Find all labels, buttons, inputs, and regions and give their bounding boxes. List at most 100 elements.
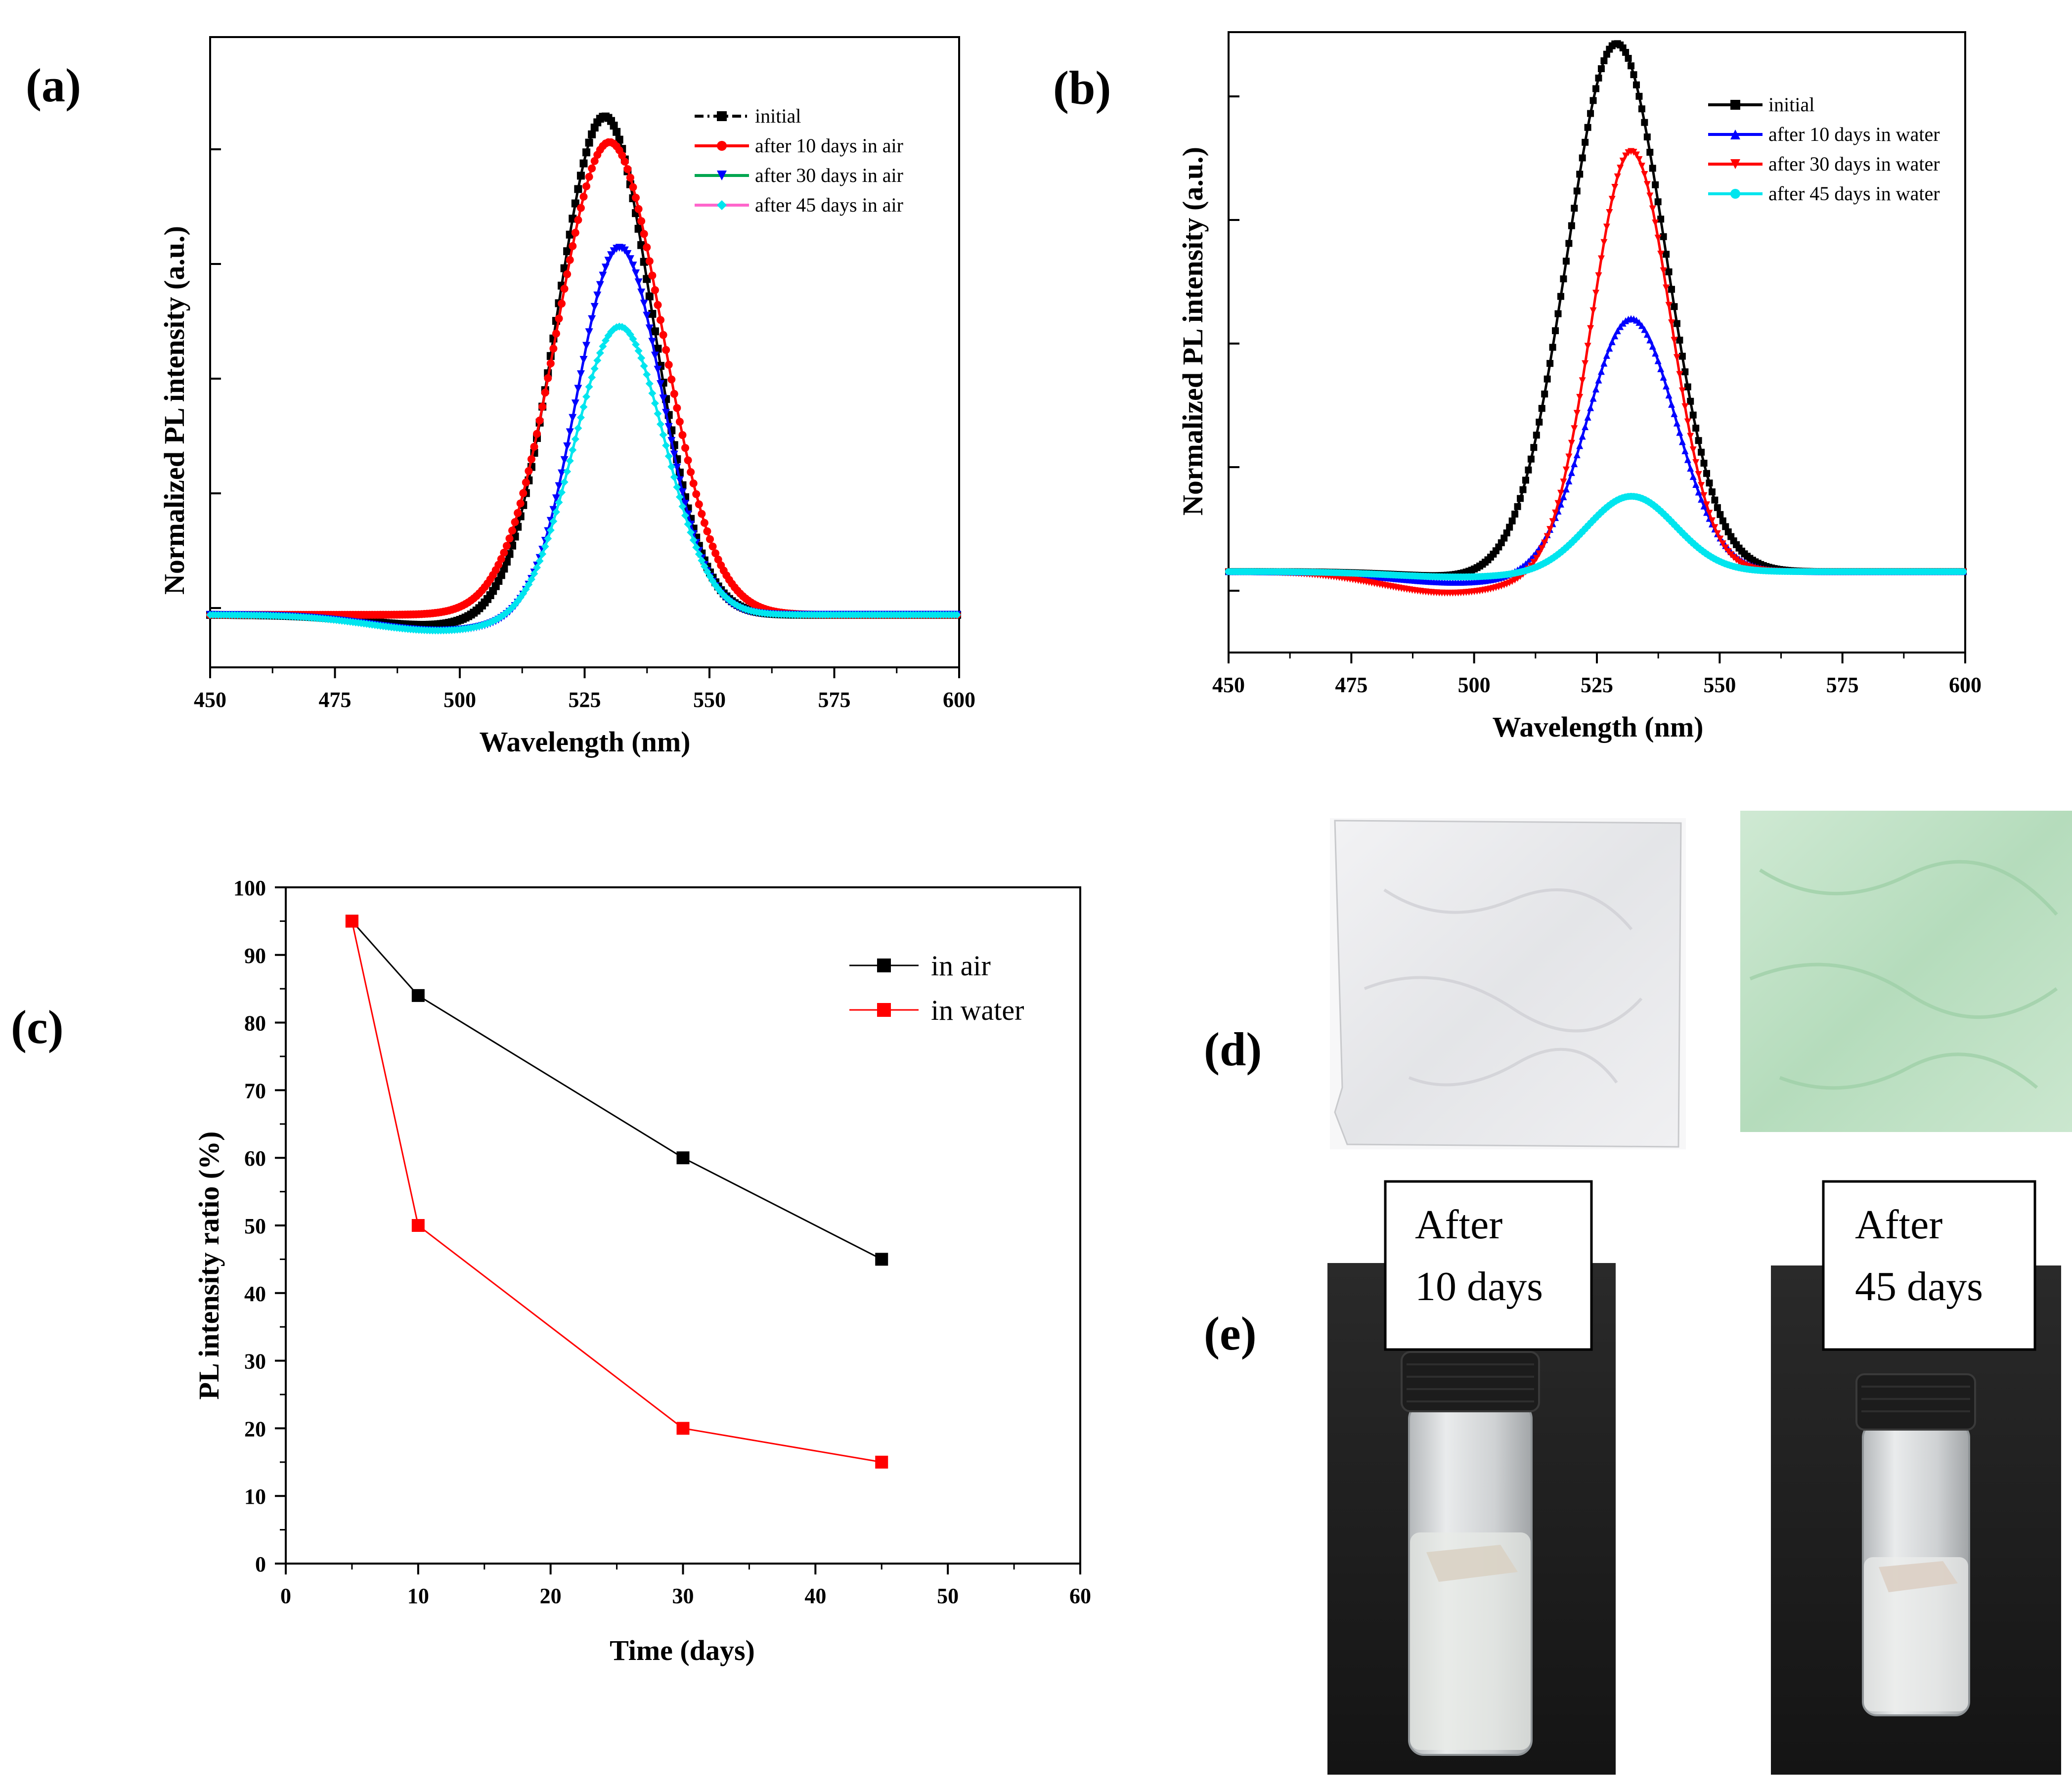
caption-box-right: After 45 days xyxy=(1822,1180,2036,1351)
y-tick-label: 100 xyxy=(233,876,266,900)
legend-marker xyxy=(717,111,727,121)
legend-label: in water xyxy=(931,994,1024,1026)
legend-label: after 10 days in water xyxy=(1768,123,1940,145)
series-1 xyxy=(1225,40,1967,579)
data-point xyxy=(579,356,588,364)
series-4 xyxy=(206,322,961,635)
data-point xyxy=(1676,371,1683,378)
data-point xyxy=(590,157,599,165)
data-point xyxy=(1668,400,1675,408)
data-point xyxy=(1695,471,1702,478)
x-tick-label: 500 xyxy=(1458,673,1491,697)
data-point xyxy=(1628,62,1635,70)
data-point xyxy=(637,354,646,362)
data-point xyxy=(1606,345,1613,352)
data-point xyxy=(698,510,706,518)
data-point xyxy=(1641,119,1648,126)
data-point xyxy=(519,489,528,497)
data-point xyxy=(692,543,701,552)
legend-label: after 30 days in water xyxy=(1768,153,1940,175)
data-point xyxy=(629,335,637,343)
data-point xyxy=(1582,423,1589,431)
legend-marker xyxy=(1730,189,1740,199)
data-point xyxy=(657,316,665,324)
data-point xyxy=(1668,319,1675,327)
data-point xyxy=(648,338,657,346)
data-point xyxy=(552,329,560,338)
x-tick-label: 20 xyxy=(540,1584,562,1608)
panel-a-xlabel: Wavelength (nm) xyxy=(480,726,691,758)
data-point xyxy=(579,159,588,168)
data-point xyxy=(558,488,566,497)
data-point xyxy=(1698,482,1705,489)
data-point xyxy=(673,464,681,472)
x-tick-label: 550 xyxy=(693,688,726,712)
data-point xyxy=(1503,529,1510,537)
data-point xyxy=(673,404,681,412)
data-point xyxy=(667,375,676,384)
data-point xyxy=(654,301,662,309)
panel-d-label: (d) xyxy=(1204,1023,1262,1076)
data-point xyxy=(1573,187,1581,195)
data-point xyxy=(610,122,618,130)
data-point xyxy=(1722,523,1729,530)
data-point xyxy=(1549,518,1556,525)
data-point xyxy=(1641,326,1648,333)
x-tick-label: 0 xyxy=(280,1584,291,1608)
data-point xyxy=(615,135,623,144)
data-point xyxy=(1671,410,1678,417)
data-point xyxy=(1708,488,1716,496)
data-point xyxy=(1657,365,1665,372)
data-point xyxy=(1665,268,1673,275)
data-point xyxy=(1638,163,1645,170)
data-point xyxy=(648,389,657,397)
data-point xyxy=(692,490,701,498)
data-point xyxy=(1606,209,1613,217)
data-point xyxy=(643,311,651,320)
x-tick-label: 600 xyxy=(1949,673,1982,697)
data-point xyxy=(1663,284,1670,292)
data-point xyxy=(1698,495,1705,503)
data-point xyxy=(549,517,558,525)
data-point xyxy=(1649,343,1656,350)
data-point xyxy=(1684,456,1691,463)
y-tick-label: 90 xyxy=(244,944,266,968)
data-point xyxy=(502,542,511,550)
data-point xyxy=(1700,502,1708,510)
data-point xyxy=(1538,545,1545,553)
data-point xyxy=(527,455,535,463)
data-point xyxy=(552,508,560,516)
data-point xyxy=(1663,251,1670,258)
data-point xyxy=(681,444,690,452)
legend-marker xyxy=(1730,159,1740,169)
data-point xyxy=(1646,149,1654,156)
panel-e: (e) After 10 days After 45 days xyxy=(1204,1180,2061,1775)
data-point xyxy=(1643,331,1651,338)
data-point xyxy=(560,285,569,293)
data-point xyxy=(645,324,654,333)
data-point xyxy=(544,374,552,382)
data-point xyxy=(1597,65,1605,72)
data-point xyxy=(1676,337,1683,344)
data-point xyxy=(585,328,593,337)
panel-a: (a) 450 475 500 525 550 575 600 initial after 1… xyxy=(26,36,975,758)
data-point xyxy=(1692,459,1700,466)
data-point xyxy=(662,346,670,354)
data-point xyxy=(593,356,602,365)
data-point xyxy=(1714,530,1721,537)
data-point xyxy=(1549,344,1556,351)
x-tick-label: 550 xyxy=(1703,673,1736,697)
series-3 xyxy=(1225,148,1967,597)
panel-a-label: (a) xyxy=(26,59,81,112)
data-point xyxy=(1671,303,1678,310)
data-point xyxy=(640,230,648,238)
data-point xyxy=(651,399,659,407)
data-point xyxy=(1543,533,1551,540)
data-point xyxy=(670,473,678,481)
data-point xyxy=(1595,272,1602,279)
series-line xyxy=(1229,495,1965,578)
data-point xyxy=(588,164,596,173)
panel-b-legend: initial after 10 days in water after 30 da… xyxy=(1708,93,1940,205)
data-point xyxy=(1595,376,1602,384)
data-point xyxy=(1600,239,1608,246)
